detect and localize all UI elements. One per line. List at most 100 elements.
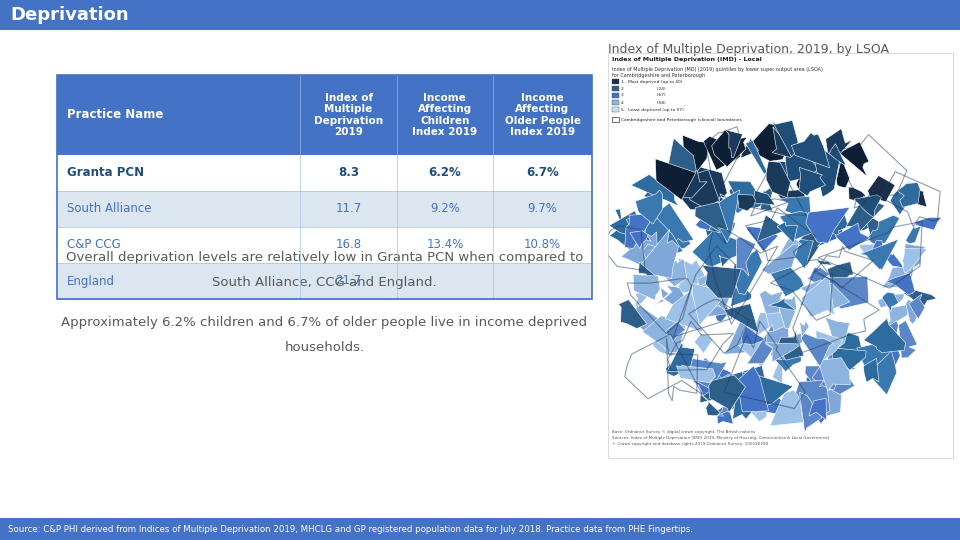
Polygon shape <box>883 305 912 328</box>
Text: South Alliance, CCG and England.: South Alliance, CCG and England. <box>212 276 437 289</box>
Polygon shape <box>649 234 669 260</box>
Polygon shape <box>779 197 811 220</box>
Bar <box>612 107 619 112</box>
Polygon shape <box>806 267 829 285</box>
Polygon shape <box>868 176 895 202</box>
Polygon shape <box>634 302 669 337</box>
Polygon shape <box>905 225 921 244</box>
Polygon shape <box>728 181 764 208</box>
Polygon shape <box>630 231 648 248</box>
Polygon shape <box>657 245 669 263</box>
Polygon shape <box>717 380 758 416</box>
Polygon shape <box>909 294 925 319</box>
Polygon shape <box>699 214 722 233</box>
Polygon shape <box>773 352 783 387</box>
Polygon shape <box>697 271 719 310</box>
Text: for Cambridgeshire and Peterborough: for Cambridgeshire and Peterborough <box>612 73 706 78</box>
Polygon shape <box>846 196 885 238</box>
Text: 3                        (67): 3 (67) <box>621 93 665 98</box>
Bar <box>57 155 592 191</box>
Polygon shape <box>865 342 897 395</box>
Polygon shape <box>747 226 779 252</box>
Polygon shape <box>836 333 862 365</box>
Polygon shape <box>865 357 885 373</box>
Text: 8.3: 8.3 <box>338 166 359 179</box>
Polygon shape <box>766 326 788 354</box>
Polygon shape <box>656 159 696 200</box>
Polygon shape <box>772 120 798 157</box>
Polygon shape <box>704 136 741 170</box>
Polygon shape <box>666 236 691 249</box>
Text: 6.2%: 6.2% <box>428 166 461 179</box>
Polygon shape <box>791 393 820 418</box>
Polygon shape <box>712 390 745 407</box>
Text: 5 - Least deprived (up to 07): 5 - Least deprived (up to 07) <box>621 107 684 111</box>
Bar <box>612 93 619 98</box>
Polygon shape <box>643 244 659 262</box>
Polygon shape <box>828 346 842 368</box>
Text: Overall deprivation levels are relatively low in Granta PCN when compared to: Overall deprivation levels are relativel… <box>66 251 583 264</box>
Bar <box>608 53 953 458</box>
Polygon shape <box>801 280 850 311</box>
Polygon shape <box>789 239 813 269</box>
Polygon shape <box>882 292 899 312</box>
Polygon shape <box>701 394 724 416</box>
Polygon shape <box>741 326 764 345</box>
Polygon shape <box>916 218 942 230</box>
Polygon shape <box>727 366 766 390</box>
Polygon shape <box>816 363 845 382</box>
Polygon shape <box>689 305 728 320</box>
Text: England: England <box>67 274 115 287</box>
Bar <box>57 75 592 155</box>
Polygon shape <box>836 158 850 188</box>
Polygon shape <box>738 338 766 368</box>
Polygon shape <box>609 211 651 241</box>
Polygon shape <box>794 380 830 416</box>
Text: Deprivation: Deprivation <box>10 6 129 24</box>
Polygon shape <box>777 222 798 244</box>
Bar <box>608 53 953 458</box>
Polygon shape <box>725 130 743 158</box>
Bar <box>612 100 619 105</box>
Polygon shape <box>746 140 767 174</box>
Polygon shape <box>805 207 850 243</box>
Polygon shape <box>902 248 927 273</box>
Bar <box>57 191 592 227</box>
Polygon shape <box>863 358 879 382</box>
Polygon shape <box>631 174 679 206</box>
Polygon shape <box>800 321 809 337</box>
Polygon shape <box>876 321 899 345</box>
Polygon shape <box>795 231 828 266</box>
Polygon shape <box>663 286 691 314</box>
Polygon shape <box>782 151 819 183</box>
Polygon shape <box>719 194 730 211</box>
Polygon shape <box>859 239 899 270</box>
Polygon shape <box>665 321 685 341</box>
Polygon shape <box>801 275 834 318</box>
Text: Approximately 6.2% children and 6.7% of older people live in income deprived: Approximately 6.2% children and 6.7% of … <box>61 316 588 329</box>
Polygon shape <box>751 313 775 341</box>
Polygon shape <box>737 194 756 211</box>
Polygon shape <box>732 391 754 419</box>
Polygon shape <box>652 335 678 356</box>
Text: Sources: Index of Multiple Deprivation (IMD) 2019, Ministry of Housing, Communit: Sources: Index of Multiple Deprivation (… <box>612 436 829 440</box>
Text: 2                        (24): 2 (24) <box>621 86 665 91</box>
Polygon shape <box>765 343 802 362</box>
Text: Base: Ordnance Survey © digital crown copyright, The British nations: Base: Ordnance Survey © digital crown co… <box>612 430 756 434</box>
Text: 1 - Most deprived (up to 40): 1 - Most deprived (up to 40) <box>621 79 683 84</box>
Polygon shape <box>710 406 733 424</box>
Polygon shape <box>633 274 660 300</box>
Polygon shape <box>610 226 653 260</box>
Polygon shape <box>678 258 707 293</box>
Polygon shape <box>770 390 804 426</box>
Polygon shape <box>626 216 648 239</box>
Polygon shape <box>689 170 719 208</box>
Polygon shape <box>674 164 728 214</box>
Polygon shape <box>717 303 759 333</box>
Polygon shape <box>849 187 866 202</box>
Polygon shape <box>769 296 797 311</box>
Polygon shape <box>641 230 679 279</box>
Bar <box>612 79 619 84</box>
Polygon shape <box>760 187 773 211</box>
Polygon shape <box>756 215 785 242</box>
